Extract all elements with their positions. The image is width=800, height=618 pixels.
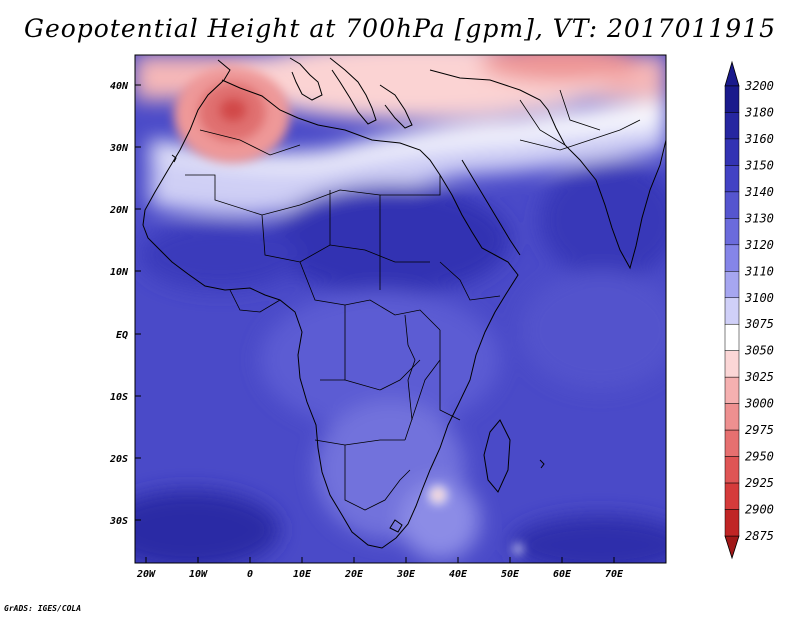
colorbar-swatch [724,456,740,484]
colorbar-label: 2975 [745,423,774,437]
colorbar-swatch [724,191,740,219]
colorbar-swatch [724,509,740,537]
colorbar-swatch [724,165,740,193]
lon-label: 10E [293,569,312,580]
colorbar-swatch [724,429,740,457]
lon-label: 50E [501,569,520,580]
lat-label: 20S [109,454,128,465]
colorbar-label: 3150 [744,158,774,172]
colorbar-swatch [724,482,740,510]
colorbar-label: 3025 [744,370,774,384]
colorbar-label: 3110 [744,264,774,278]
colorbar-swatch [724,271,740,299]
lon-label: 60E [553,569,572,580]
colorbar-label: 3200 [744,79,774,93]
lon-label: 10W [189,569,208,580]
credit-text: GrADS: IGES/COLA [4,604,82,613]
colorbar-swatch [724,323,740,351]
colorbar-bottom-arrow [724,535,740,560]
colorbar-swatch [724,403,740,431]
height-field [135,55,666,563]
lat-label: 10S [110,392,128,403]
coastlines [142,57,666,549]
colorbar-swatch [724,218,740,246]
colorbar-swatch [724,138,740,166]
lon-label: 0 [247,569,253,580]
colorbar-label: 3140 [744,185,774,199]
map-frame [134,54,667,564]
colorbar-swatch [724,85,740,113]
country-borders [185,89,641,511]
colorbar-label: 3180 [744,105,774,119]
colorbar-label: 3000 [744,397,774,411]
lat-label: 30N [109,143,129,154]
colorbar-label: 3100 [744,291,774,305]
colorbar-label: 3130 [744,211,774,225]
colorbar-label: 2900 [745,503,774,517]
lon-label: 30E [396,569,416,580]
colorbar-label: 3120 [744,238,774,252]
colorbar-label: 3160 [744,132,774,146]
colorbar-label: 2950 [745,450,774,464]
lon-label: 20E [344,569,364,580]
lat-label: 40N [110,81,129,92]
lat-label: 10N [110,267,129,278]
colorbar-swatch [724,350,740,378]
lon-label: 40E [449,569,468,580]
colorbar-label: 2875 [745,529,774,543]
lat-label: 30S [109,516,128,527]
latitude-labels: 40N 30N 20N 10N EQ 10S 20S 30S [109,81,129,527]
axis-ticks [135,84,615,563]
colorbar-swatch [724,297,740,325]
map-title: Geopotential Height at 700hPa [gpm], VT:… [23,14,777,43]
lat-label: 20N [109,205,129,216]
lat-label: EQ [116,330,128,341]
colorbar-label: 2925 [745,476,774,490]
colorbar-label: 3050 [744,344,774,358]
colorbar-swatch [724,376,740,404]
lon-label: 70E [605,569,624,580]
colorbar: 3200 3180 3160 3150 3140 3130 3120 3110 3100 3075… [724,60,774,560]
colorbar-label: 3075 [744,317,774,331]
colorbar-swatch [724,244,740,272]
longitude-labels: 20W 10W 0 10E 20E 30E 40E 50E 60E 70E [136,569,624,580]
colorbar-top-arrow [724,60,740,87]
lon-label: 20W [136,569,156,580]
colorbar-swatch [724,112,740,140]
